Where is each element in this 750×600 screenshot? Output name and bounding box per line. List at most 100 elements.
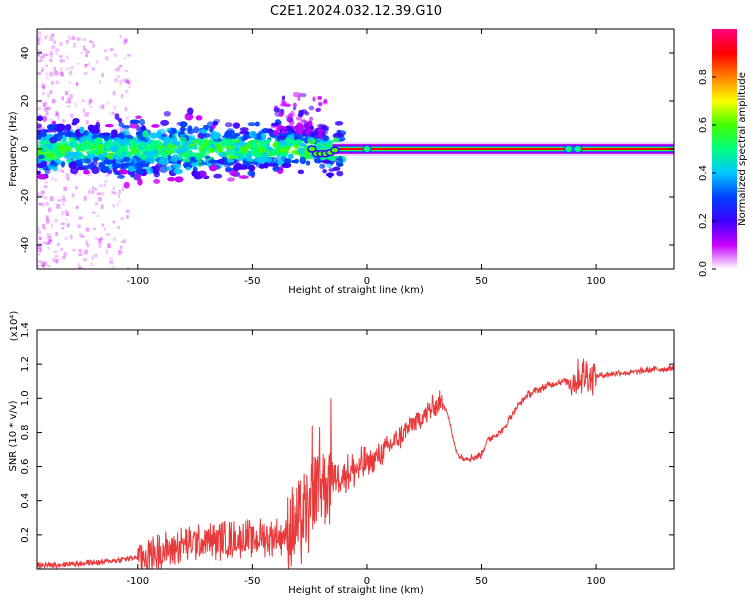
- noise-cell: [106, 233, 110, 236]
- noise-cell: [66, 39, 69, 44]
- noise-cell: [80, 235, 85, 238]
- spectral-cell: [37, 129, 42, 135]
- spectral-cell: [40, 160, 48, 167]
- x-tick-label: 0: [364, 576, 370, 587]
- noise-cell: [84, 64, 89, 67]
- spectral-cell: [37, 174, 48, 180]
- spectral-cell: [261, 133, 266, 141]
- noise-cell: [37, 230, 42, 234]
- noise-cell: [118, 200, 121, 203]
- noise-cell: [122, 41, 127, 45]
- noise-cell: [61, 59, 65, 63]
- spectral-cell: [153, 171, 160, 178]
- noise-cell: [64, 91, 69, 96]
- noise-cell: [49, 71, 53, 77]
- spectral-cell: [140, 160, 146, 168]
- noise-cell: [61, 226, 65, 230]
- noise-cell: [101, 104, 105, 109]
- noise-cell: [71, 65, 75, 70]
- noise-cell: [38, 248, 42, 252]
- noise-cell: [50, 53, 53, 59]
- noise-cell: [47, 239, 52, 245]
- noise-cell: [109, 260, 114, 265]
- spectral-cell: [182, 158, 191, 163]
- noise-cell: [37, 49, 40, 52]
- spectral-cell: [134, 165, 143, 170]
- noise-cell: [123, 78, 126, 83]
- figure-title: C2E1.2024.032.12.39.G10: [270, 4, 442, 19]
- noise-cell: [74, 102, 77, 108]
- noise-cell: [55, 259, 59, 264]
- spectral-cell: [51, 120, 57, 126]
- noise-cell: [109, 112, 112, 116]
- noise-cell: [83, 48, 88, 52]
- noise-cell: [116, 67, 121, 72]
- spectral-cell: [247, 122, 256, 127]
- noise-cell: [43, 101, 48, 106]
- spectral-cell: [336, 162, 344, 167]
- noise-cell: [117, 225, 120, 230]
- snr-y-multiplier: (x10⁴): [9, 311, 20, 342]
- noise-cell: [68, 98, 71, 103]
- noise-cell: [43, 108, 48, 112]
- noise-cell: [98, 242, 102, 248]
- spectral-cell: [154, 140, 163, 148]
- noise-cell: [85, 50, 90, 54]
- noise-cell: [46, 160, 51, 164]
- spectral-cell: [72, 142, 79, 149]
- noise-cell: [42, 85, 46, 90]
- spectral-cell: [118, 169, 129, 175]
- noise-cell: [37, 260, 42, 263]
- noise-cell: [76, 62, 80, 65]
- spectral-cell: [297, 169, 305, 175]
- noise-cell: [47, 106, 51, 111]
- noise-cell: [84, 64, 88, 68]
- noise-cell: [45, 72, 49, 76]
- noise-cell: [85, 112, 90, 117]
- noise-cell: [58, 71, 63, 76]
- spectral-cell: [120, 145, 128, 153]
- noise-cell: [58, 168, 63, 172]
- spectral-cell: [214, 144, 222, 148]
- noise-cell: [119, 79, 124, 83]
- spectral-cell: [83, 158, 92, 164]
- x-tick-label: 100: [587, 276, 606, 287]
- spectral-cell: [111, 162, 122, 169]
- noise-cell: [87, 173, 92, 176]
- noise-cell: [109, 257, 113, 262]
- spectral-cell: [224, 131, 230, 139]
- spectral-cell: [239, 130, 250, 135]
- noise-cell: [54, 218, 59, 223]
- noise-cell: [40, 67, 45, 71]
- spectral-cell: [46, 124, 54, 131]
- y-tick-label: 0.8: [20, 424, 31, 440]
- spectral-cell: [245, 153, 252, 161]
- noise-cell: [46, 232, 50, 238]
- spectral-cell: [182, 161, 191, 168]
- spectral-cell: [219, 152, 227, 158]
- noise-cell: [48, 239, 53, 243]
- noise-cell: [54, 255, 59, 258]
- spectral-cell: [290, 132, 295, 140]
- spectral-cell: [213, 173, 223, 179]
- spectral-cell: [147, 145, 154, 152]
- noise-cell: [88, 100, 91, 105]
- noise-cell: [85, 249, 89, 254]
- noise-cell: [91, 186, 95, 189]
- noise-cell: [98, 191, 102, 196]
- noise-cell: [51, 45, 56, 49]
- noise-cell: [56, 203, 61, 209]
- spectral-cell: [296, 122, 304, 129]
- spectral-cell: [254, 152, 262, 158]
- noise-cell: [47, 264, 51, 268]
- spectral-cell: [82, 130, 89, 136]
- spectral-cell: [105, 124, 114, 128]
- noise-cell: [125, 209, 130, 213]
- noise-cell: [42, 263, 45, 268]
- spectral-cell: [312, 96, 316, 102]
- noise-cell: [52, 258, 56, 262]
- noise-cell: [97, 238, 101, 241]
- noise-cell: [47, 246, 51, 250]
- noise-cell: [60, 71, 64, 77]
- spectral-cell: [115, 158, 121, 165]
